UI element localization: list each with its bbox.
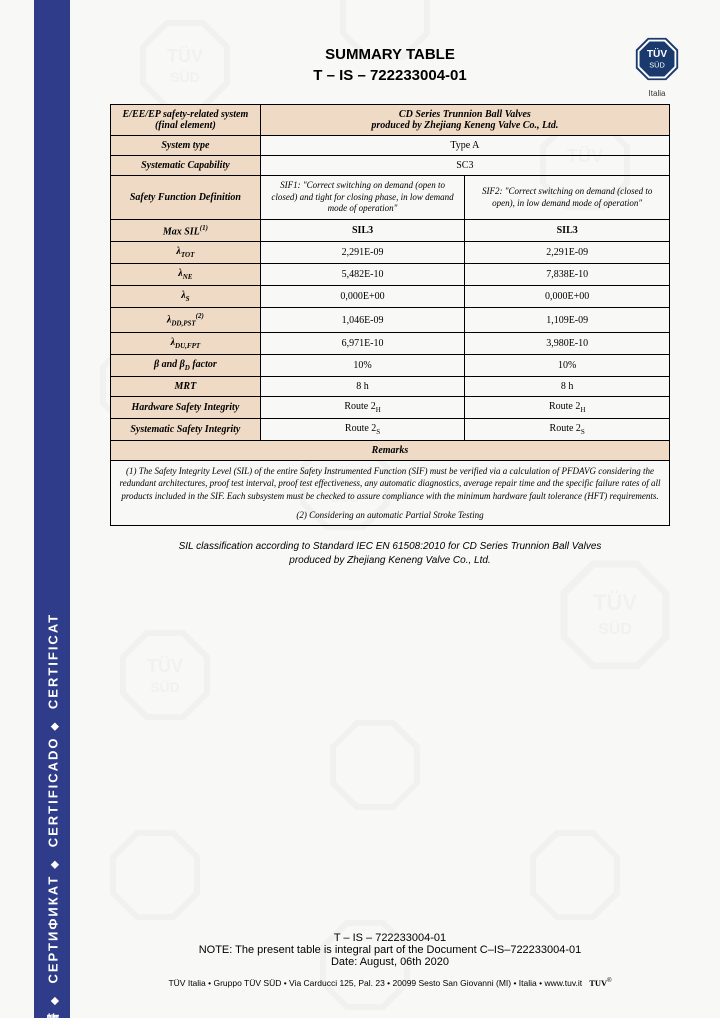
summary-table: E/EE/EP safety-related system (final ele… <box>110 104 670 526</box>
table-row: Safety Function Definition SIF1: "Correc… <box>111 176 670 220</box>
svg-text:TÜV: TÜV <box>147 656 183 676</box>
header: TÜV SÜD Italia SUMMARY TABLE T – IS – 72… <box>90 44 690 86</box>
sidebar-text: ZERTIFIKAT◆ CERTIFICATE◆ 認 証 証 書◆ СЕРТИФ… <box>43 613 62 1018</box>
svg-text:SÜD: SÜD <box>150 679 180 695</box>
svg-text:SÜD: SÜD <box>598 619 632 638</box>
table-row: λDU,FPT 6,971E-10 3,980E-10 <box>111 332 670 354</box>
table-row: λNE 5,482E-10 7,838E-10 <box>111 264 670 286</box>
table-row: Max SIL(1) SIL3 SIL3 <box>111 220 670 242</box>
row-value: CD Series Trunnion Ball Valves produced … <box>260 105 669 136</box>
table-row: (1) The Safety Integrity Level (SIL) of … <box>111 460 670 525</box>
footer-address: TÜV Italia • Gruppo TÜV SÜD • Via Carduc… <box>90 978 690 988</box>
footer-note: NOTE: The present table is integral part… <box>90 944 690 956</box>
svg-text:TÜV: TÜV <box>593 590 637 615</box>
table-row: λDD,PST(2) 1,046E-09 1,109E-09 <box>111 308 670 332</box>
footer-doc: T – IS – 722233004-01 <box>90 932 690 944</box>
footer: T – IS – 722233004-01 NOTE: The present … <box>90 932 690 988</box>
logo-caption: Italia <box>634 89 680 98</box>
remark-1: (1) The Safety Integrity Level (SIL) of … <box>117 465 663 503</box>
svg-text:SÜD: SÜD <box>649 60 665 69</box>
page-title: SUMMARY TABLE T – IS – 722233004-01 <box>90 44 690 86</box>
table-row: λS 0,000E+00 0,000E+00 <box>111 286 670 308</box>
row-label: E/EE/EP safety-related system (final ele… <box>111 105 261 136</box>
table-row: MRT 8 h 8 h <box>111 376 670 396</box>
tuv-logo: TÜV SÜD Italia <box>634 36 680 98</box>
table-row: System type Type A <box>111 136 670 156</box>
table-row: Remarks <box>111 440 670 460</box>
remark-2: (2) Considering an automatic Partial Str… <box>117 509 663 522</box>
certificate-sidebar: ZERTIFIKAT◆ CERTIFICATE◆ 認 証 証 書◆ СЕРТИФ… <box>34 0 70 1018</box>
main-content: TÜV SÜD Italia SUMMARY TABLE T – IS – 72… <box>90 44 690 568</box>
table-row: Hardware Safety Integrity Route 2H Route… <box>111 396 670 418</box>
table-row: β and βD factor 10% 10% <box>111 354 670 376</box>
table-row: Systematic Safety Integrity Route 2S Rou… <box>111 418 670 440</box>
table-row: E/EE/EP safety-related system (final ele… <box>111 105 670 136</box>
footer-date: Date: August, 06th 2020 <box>90 956 690 968</box>
table-caption: SIL classification according to Standard… <box>90 540 690 568</box>
svg-text:TÜV: TÜV <box>647 47 667 60</box>
table-row: Systematic Capability SC3 <box>111 156 670 176</box>
table-row: λTOT 2,291E-09 2,291E-09 <box>111 242 670 264</box>
